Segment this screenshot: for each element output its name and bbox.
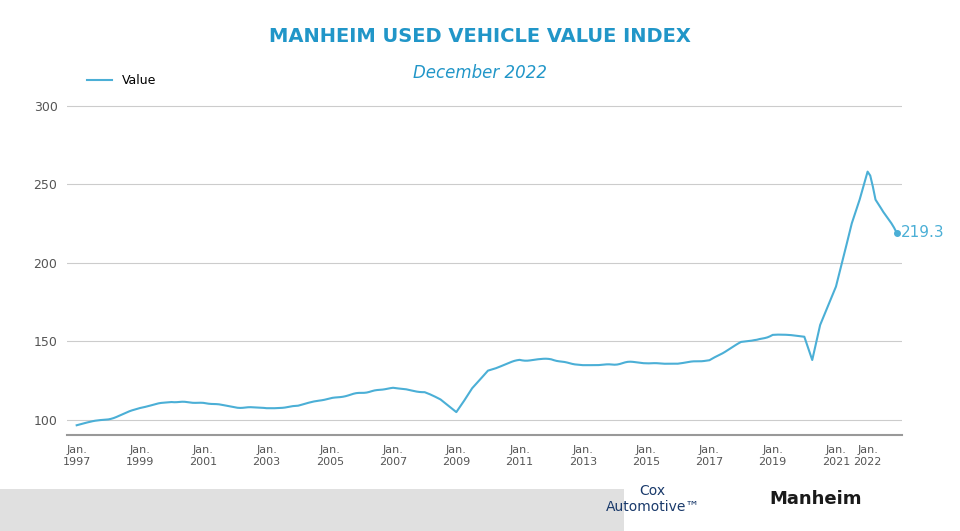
- Text: MANHEIM USED VEHICLE VALUE INDEX: MANHEIM USED VEHICLE VALUE INDEX: [269, 27, 691, 46]
- Legend: Value: Value: [82, 69, 161, 92]
- Text: Cox
Automotive™: Cox Automotive™: [606, 484, 700, 514]
- Text: December 2022: December 2022: [413, 64, 547, 82]
- Text: Manheim: Manheim: [770, 490, 862, 508]
- Text: 219.3: 219.3: [901, 225, 945, 240]
